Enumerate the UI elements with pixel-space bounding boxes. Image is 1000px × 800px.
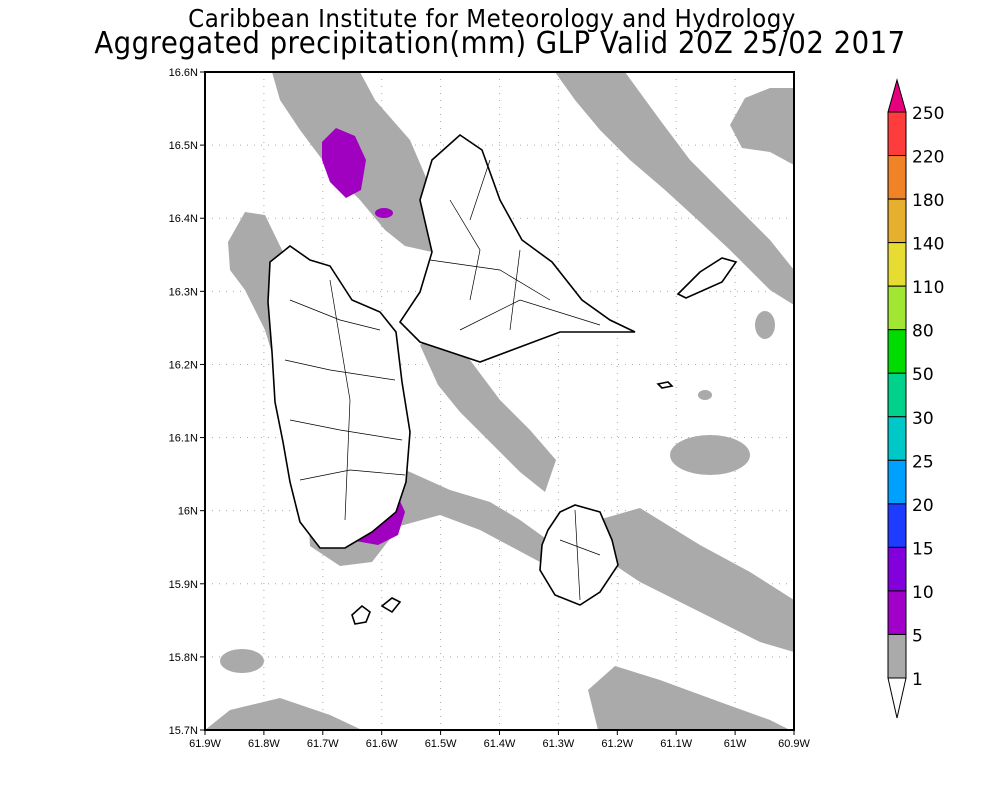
lat-tick-label: 15.7N [169,725,198,737]
colorbar-label: 5 [912,626,923,646]
colorbar-label: 80 [912,322,934,342]
colorbar-swatch [887,546,907,592]
colorbar-swatch [887,111,907,157]
lon-tick-label: 61.3W [543,738,575,750]
latitude-axis: 16.6N 16.5N 16.4N 16.3N 16.2N 16.1N 16N 15.9N 15… [169,67,205,737]
lat-tick-label: 15.8N [169,652,198,664]
lon-tick-label: 61.5W [425,738,457,750]
precip-area [588,666,790,730]
island-grande-terre [398,133,636,363]
precip-area [670,435,750,475]
island-les-saintes [380,597,402,614]
precip-area [755,311,775,339]
colorbar-swatch [887,503,907,548]
colorbar-swatch [887,633,907,679]
precip-area [322,128,366,198]
colorbar-label: 20 [912,496,934,516]
lon-tick-label: 61.9W [189,738,221,750]
colorbar-label: 250 [912,104,944,124]
commune-boundaries [284,159,601,601]
colorbar-legend: 250 220 180 140 110 80 50 30 25 20 15 10 5 1 [887,78,944,719]
precip-area [375,208,393,218]
lon-tick-label: 60.9W [778,738,810,750]
island-la-desirade [676,257,738,299]
lon-tick-label: 61.6W [366,738,398,750]
longitude-axis: 61.9W 61.8W 61.7W 61.6W 61.5W 61.4W 61.3W 61.2W… [189,730,811,750]
colorbar-label: 15 [912,539,934,559]
colorbar-swatch [887,590,907,635]
lat-tick-label: 16.5N [169,140,198,152]
lat-tick-label: 16N [178,506,198,518]
precip-area [420,330,556,492]
lat-tick-label: 16.4N [169,213,198,225]
colorbar-under-arrow [887,677,907,719]
colorbar-swatch [887,242,907,287]
title-institute: Caribbean Institute for Meteorology and … [188,4,796,33]
precip-area [730,88,794,165]
island-marie-galante [539,504,619,606]
colorbar-swatch [887,285,907,331]
precip-area [205,698,362,730]
lon-tick-label: 61.1W [660,738,692,750]
lon-tick-label: 61W [724,738,747,750]
lat-tick-label: 16.2N [169,359,198,371]
precip-area [598,508,794,652]
colorbar-label: 140 [912,235,944,255]
precip-area [698,390,712,400]
lat-tick-label: 16.6N [169,67,198,79]
title-product: Aggregated precipitation(mm) GLP Valid 2… [94,26,906,61]
colorbar-swatch [887,198,907,244]
colorbar-swatch [887,459,907,505]
island-les-saintes [351,604,371,625]
precip-area [555,72,794,305]
colorbar-label: 50 [912,365,934,385]
lon-tick-label: 61.2W [601,738,633,750]
island-basse-terre [267,245,411,549]
colorbar-label: 220 [912,148,944,168]
colorbar-swatch [887,372,907,418]
lat-tick-label: 15.9N [169,579,198,591]
lon-tick-label: 61.4W [484,738,516,750]
islet [656,381,674,389]
colorbar-swatch [887,416,907,461]
colorbar-label: 30 [912,409,934,429]
colorbar-label: 25 [912,452,934,472]
lat-tick-label: 16.3N [169,286,198,298]
colorbar-label: 180 [912,191,944,211]
lon-tick-label: 61.8W [248,738,280,750]
colorbar-label: 1 [912,670,923,690]
lat-tick-label: 16.1N [169,433,198,445]
colorbar-swatch [887,329,907,374]
colorbar-label: 10 [912,583,934,603]
colorbar-label: 110 [912,278,944,298]
precip-area [220,649,264,673]
colorbar-over-arrow [887,78,907,113]
lon-tick-label: 61.7W [307,738,339,750]
colorbar-swatch [887,155,907,200]
